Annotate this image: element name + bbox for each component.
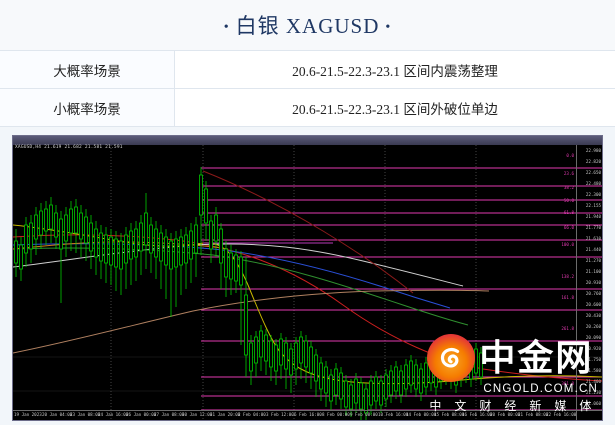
- mt4-chart-window[interactable]: XAGUSD,H4 21.619 21.682 21.581 21.591: [12, 135, 603, 421]
- fib-tag: 361.8: [561, 382, 574, 386]
- price-tick: 22.300: [586, 193, 601, 197]
- title-bullet-right: •: [379, 20, 397, 35]
- table-row: 大概率场景 20.6-21.5-22.3-23.1 区间内震荡整理: [0, 51, 615, 89]
- fib-tag: 0.0: [566, 154, 574, 158]
- price-tick: 21.270: [586, 259, 601, 263]
- title-label: 白银 XAGUSD: [236, 14, 380, 38]
- price-tick: 21.750: [586, 358, 601, 362]
- price-tick: 20.430: [586, 314, 601, 318]
- price-tick: 21.940: [586, 215, 601, 219]
- price-tick: 21.230: [586, 391, 601, 395]
- price-tick: 21.580: [586, 369, 601, 373]
- price-chart-svg: [13, 145, 602, 420]
- price-tick: 22.980: [586, 149, 601, 153]
- price-tick: 20.760: [586, 292, 601, 296]
- price-tick: 22.820: [586, 160, 601, 164]
- price-tick: 21.060: [586, 402, 601, 406]
- candles-mid: [115, 193, 198, 317]
- candlestick-series: [15, 167, 483, 420]
- scenario-value-low: 20.6-21.5-22.3-23.1 区间外破位单边: [175, 89, 615, 127]
- price-tick: 20.920: [586, 347, 601, 351]
- fib-tag: 138.2: [561, 275, 574, 279]
- fib-tag: 38.2: [564, 186, 574, 190]
- price-tick: 21.400: [586, 380, 601, 384]
- candles-left: [15, 197, 113, 303]
- chart-container: XAGUSD,H4 21.619 21.682 21.581 21.591: [0, 133, 615, 425]
- price-tick: 20.090: [586, 336, 601, 340]
- fib-tag: 66.0: [564, 226, 574, 230]
- page-title-bar: •白银 XAGUSD•: [0, 0, 615, 50]
- scenario-table: 大概率场景 20.6-21.5-22.3-23.1 区间内震荡整理 小概率场景 …: [0, 50, 615, 127]
- fib-tag: 23.6: [564, 172, 574, 176]
- candles-base: [255, 325, 483, 420]
- price-tick: 20.930: [586, 281, 601, 285]
- price-tick: 20.600: [586, 303, 601, 307]
- price-tick: 21.100: [586, 270, 601, 274]
- title-bullet-left: •: [218, 20, 236, 35]
- fib-tag: 50.0: [564, 199, 574, 203]
- price-axis[interactable]: 22.980 22.820 22.650 22.480 22.300 22.15…: [576, 145, 602, 420]
- price-tick: 21.610: [586, 237, 601, 241]
- price-tick: 21.440: [586, 248, 601, 252]
- price-tick: 22.650: [586, 171, 601, 175]
- price-tick: 20.260: [586, 325, 601, 329]
- price-tick: 22.480: [586, 182, 601, 186]
- price-tick: 21.770: [586, 226, 601, 230]
- fib-tag: 100.0: [561, 243, 574, 247]
- scenario-label-high: 大概率场景: [0, 51, 175, 89]
- fib-tag: 161.8: [561, 296, 574, 300]
- fib-tag: 61.8: [564, 211, 574, 215]
- scenario-value-high: 20.6-21.5-22.3-23.1 区间内震荡整理: [175, 51, 615, 89]
- chart-title-bar: [13, 136, 602, 145]
- table-row: 小概率场景 20.6-21.5-22.3-23.1 区间外破位单边: [0, 89, 615, 127]
- price-tick: 22.155: [586, 204, 601, 208]
- page-title: •白银 XAGUSD•: [218, 10, 398, 40]
- chart-plot-area[interactable]: [13, 145, 602, 420]
- time-axis[interactable]: 19 Jan 2023 20 Jan 04:00 23 Jan 08:00 24…: [13, 410, 602, 420]
- fib-tag: 261.8: [561, 327, 574, 331]
- scenario-label-low: 小概率场景: [0, 89, 175, 127]
